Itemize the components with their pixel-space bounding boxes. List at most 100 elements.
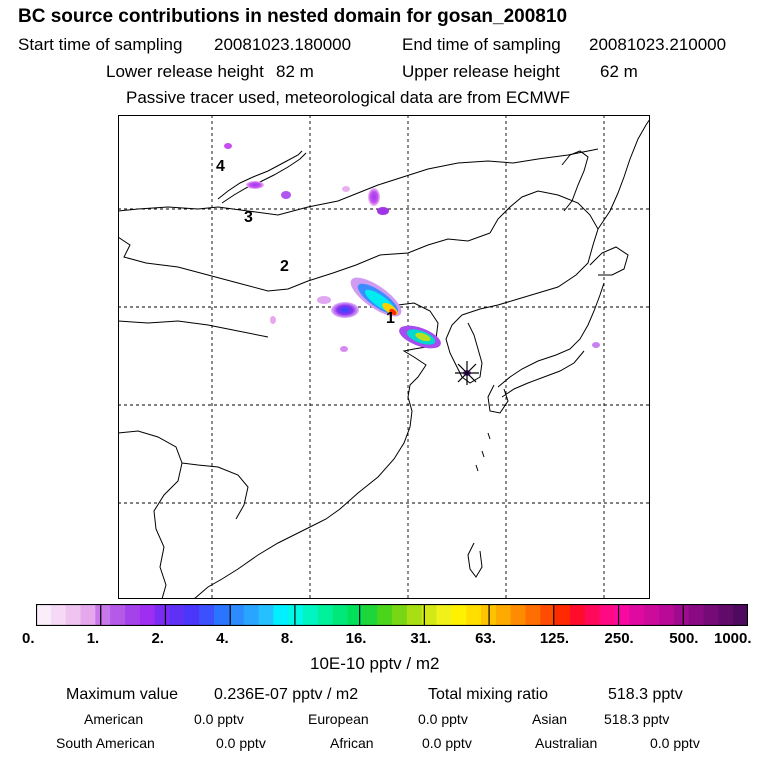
region-american-value: 0.0 pptv — [194, 711, 244, 727]
colorbar-tick-label: 16. — [345, 630, 367, 647]
colorbar-cell — [688, 604, 705, 626]
plume-spot-4 — [224, 143, 232, 149]
colorbar-cell — [421, 604, 438, 626]
source-contribution-map: 4 3 2 1 — [118, 115, 650, 599]
colorbar-cell — [288, 604, 304, 626]
colorbar-cell — [644, 604, 660, 626]
colorbar-cell — [139, 604, 156, 626]
plume-spot-faint — [342, 186, 350, 192]
region-south-american-name: South American — [56, 735, 155, 751]
colorbar-cell — [362, 604, 378, 626]
colorbar-cell — [718, 604, 734, 626]
colorbar-tick-label: 63. — [475, 630, 496, 647]
map-frame — [118, 115, 650, 599]
colorbar-tick-label: 250. — [604, 630, 634, 647]
colorbar-cell — [228, 604, 245, 626]
colorbar-cell — [466, 604, 482, 626]
colorbar-cell — [80, 604, 96, 626]
colorbar-cell — [110, 604, 126, 626]
colorbar-cell — [258, 604, 274, 626]
plume-spot-3a — [246, 181, 264, 189]
start-time-value: 20081023.180000 — [214, 35, 352, 54]
plume-spot-north — [368, 188, 380, 206]
colorbar-cell — [36, 604, 52, 626]
colorbar-cell — [436, 604, 452, 626]
colorbar-cell — [629, 604, 645, 626]
region-american-name: American — [84, 711, 144, 727]
end-time-label: End time of sampling — [402, 35, 561, 54]
colorbar-tick-label: 500. — [669, 630, 699, 647]
colorbar-cell — [154, 604, 171, 626]
region-asian-value: 518.3 pptv — [604, 711, 670, 727]
lower-release-value: 82 m — [276, 62, 314, 81]
plume-main-peak — [389, 308, 397, 316]
colorbar-tick-label: 4. — [216, 630, 229, 647]
colorbar-cell — [95, 604, 111, 626]
colorbar-cell — [614, 604, 630, 626]
region-european-name: European — [308, 711, 369, 727]
plume-speck-2 — [340, 346, 348, 352]
tracer-note: Passive tracer used, meteorological data… — [126, 88, 571, 107]
colorbar-cell — [555, 604, 571, 626]
colorbar-tick-label: 1. — [86, 630, 100, 647]
plume-central-west — [331, 302, 359, 318]
plume-layer — [224, 143, 600, 376]
colorbar-cell — [659, 604, 675, 626]
region-south-american-value: 0.0 pptv — [216, 735, 266, 751]
start-time-label: Start time of sampling — [18, 35, 183, 54]
colorbar-cell — [406, 604, 423, 626]
region-australian-value: 0.0 pptv — [650, 735, 700, 751]
colorbar-cell — [273, 604, 289, 626]
colorbar-cell — [214, 604, 230, 626]
colorbar-cell — [377, 604, 393, 626]
lower-release-label: Lower release height — [106, 62, 264, 81]
colorbar-cell — [703, 604, 719, 626]
colorbar-cell — [50, 604, 67, 626]
colorbar-cell — [451, 604, 467, 626]
region-european-value: 0.0 pptv — [418, 711, 468, 727]
end-time-value: 20081023.210000 — [589, 35, 727, 54]
plume-south-core — [415, 332, 431, 342]
colorbar-cell — [540, 604, 556, 626]
colorbar-cell — [317, 604, 334, 626]
map-label-1: 1 — [386, 310, 395, 327]
gosan-receptor-icon — [455, 361, 479, 385]
max-value: 0.236E-07 pptv / m2 — [214, 686, 359, 703]
colorbar-cell — [570, 604, 586, 626]
plume-speck-japan — [592, 342, 600, 348]
colorbar-cell — [243, 604, 260, 626]
total-mixing-value: 518.3 pptv — [608, 686, 683, 703]
region-african-name: African — [330, 735, 374, 751]
colorbar-cell — [65, 604, 82, 626]
colorbar-frame — [36, 604, 748, 626]
colorbar-cell — [347, 604, 363, 626]
colorbar-tick-label: 125. — [539, 630, 570, 647]
plume-spot-west — [317, 296, 331, 304]
region-african-value: 0.0 pptv — [422, 735, 472, 751]
map-label-2: 2 — [280, 258, 289, 275]
colorbar-unit: 10E-10 pptv / m2 — [310, 654, 440, 673]
colorbar-cell — [495, 604, 512, 626]
colorbar-cell — [673, 604, 690, 626]
colorbar-tick-label: 2. — [151, 630, 164, 647]
map-label-4: 4 — [216, 158, 225, 175]
colorbar-cell — [303, 604, 319, 626]
region-australian-name: Australian — [535, 735, 598, 751]
colorbar — [36, 604, 748, 626]
colorbar-tick-label: 31. — [410, 630, 432, 647]
colorbar-tick-label: 8. — [280, 630, 294, 647]
coastlines — [118, 118, 650, 599]
colorbar-tick-label: 0. — [22, 630, 35, 647]
region-asian-name: Asian — [532, 711, 568, 727]
upper-release-label: Upper release height — [402, 62, 560, 81]
upper-release-value: 62 m — [600, 62, 638, 81]
max-value-label: Maximum value — [66, 686, 179, 703]
map-label-3: 3 — [244, 209, 253, 226]
colorbar-cell — [169, 604, 185, 626]
plume-speck-1 — [270, 316, 276, 324]
colorbar-cell — [199, 604, 215, 626]
colorbar-cell — [184, 604, 200, 626]
colorbar-cell — [733, 604, 748, 626]
colorbar-cell — [510, 604, 527, 626]
plume-spot-3b — [281, 191, 291, 199]
